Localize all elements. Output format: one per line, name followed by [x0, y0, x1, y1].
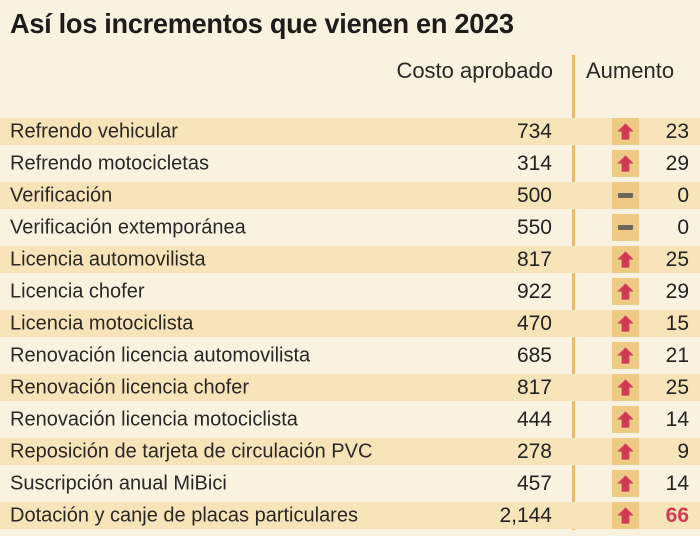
row-label: Licencia motociclista [10, 312, 194, 334]
trend-icon-box [612, 502, 639, 529]
row-label: Renovación licencia chofer [10, 376, 250, 398]
table-row: Dotación y canje de placas particulares … [0, 502, 700, 529]
table-row: Refrendo motocicletas 314 29 [0, 150, 700, 177]
up-arrow-icon [617, 475, 634, 492]
row-increase-value: 25 [665, 247, 689, 271]
row-increase-value: 21 [665, 343, 689, 367]
table-row: Licencia automovilista 817 25 [0, 246, 700, 273]
up-arrow-icon [617, 283, 634, 300]
up-arrow-icon [617, 347, 634, 364]
row-cost-value: 2,144 [499, 503, 552, 527]
row-increase-value: 29 [665, 151, 689, 175]
trend-icon-box [612, 118, 639, 145]
up-arrow-icon [617, 123, 634, 140]
table-row: Reposición de tarjeta de circulación PVC… [0, 438, 700, 465]
row-label: Refrendo vehicular [10, 120, 178, 142]
column-header-cost: Costo aprobado [396, 58, 553, 83]
column-header-increase: Aumento [586, 58, 675, 83]
table-row: Licencia chofer 922 29 [0, 278, 700, 305]
row-increase-value: 25 [665, 375, 689, 399]
row-cost-value: 470 [516, 311, 552, 335]
row-cost-value: 500 [516, 183, 552, 207]
trend-icon-box [612, 406, 639, 433]
up-arrow-icon [617, 411, 634, 428]
trend-icon-box [612, 182, 639, 209]
row-label: Verificación extemporánea [10, 216, 246, 238]
row-cost-value: 817 [516, 375, 552, 399]
row-increase-value: 66 [665, 503, 689, 527]
row-cost-value: 457 [516, 471, 552, 495]
table-header: Costo aprobado Aumento [0, 58, 700, 86]
row-cost-value: 444 [516, 407, 552, 431]
row-increase-value: 29 [665, 279, 689, 303]
table-row: Suscripción anual MiBici 457 14 [0, 470, 700, 497]
table-body: Refrendo vehicular 734 23 Refrendo motoc… [0, 118, 700, 529]
up-arrow-icon [617, 315, 634, 332]
row-cost-value: 685 [516, 343, 552, 367]
minus-icon [618, 193, 633, 198]
row-cost-value: 734 [516, 119, 552, 143]
row-label: Renovación licencia motociclista [10, 408, 298, 430]
row-increase-value: 23 [665, 119, 689, 143]
up-arrow-icon [617, 155, 634, 172]
row-increase-value: 14 [665, 407, 689, 431]
row-label: Licencia chofer [10, 280, 145, 302]
trend-icon-box [612, 342, 639, 369]
row-label: Licencia automovilista [10, 248, 206, 270]
row-cost-value: 550 [516, 215, 552, 239]
table-row: Licencia motociclista 470 15 [0, 310, 700, 337]
row-increase-value: 14 [665, 471, 689, 495]
column-divider-line [572, 55, 575, 530]
row-cost-value: 817 [516, 247, 552, 271]
trend-icon-box [612, 214, 639, 241]
row-cost-value: 922 [516, 279, 552, 303]
table-row: Renovación licencia chofer 817 25 [0, 374, 700, 401]
table-row: Renovación licencia automovilista 685 21 [0, 342, 700, 369]
row-cost-value: 278 [516, 439, 552, 463]
row-increase-value: 0 [677, 183, 689, 207]
row-label: Refrendo motocicletas [10, 152, 209, 174]
table-row: Verificación 500 0 [0, 182, 700, 209]
up-arrow-icon [617, 443, 634, 460]
row-cost-value: 314 [516, 151, 552, 175]
page-title: Así los incrementos que vienen en 2023 [10, 8, 514, 39]
up-arrow-icon [617, 507, 634, 524]
row-label: Suscripción anual MiBici [10, 472, 227, 494]
table-row: Refrendo vehicular 734 23 [0, 118, 700, 145]
row-label: Verificación [10, 184, 113, 206]
table-row: Verificación extemporánea 550 0 [0, 214, 700, 241]
trend-icon-box [612, 438, 639, 465]
up-arrow-icon [617, 379, 634, 396]
trend-icon-box [612, 150, 639, 177]
trend-icon-box [612, 470, 639, 497]
row-label: Renovación licencia automovilista [10, 344, 311, 366]
table-row: Renovación licencia motociclista 444 14 [0, 406, 700, 433]
row-label: Reposición de tarjeta de circulación PVC [10, 440, 373, 462]
up-arrow-icon [617, 251, 634, 268]
trend-icon-box [612, 374, 639, 401]
row-label: Dotación y canje de placas particulares [10, 504, 358, 526]
trend-icon-box [612, 246, 639, 273]
trend-icon-box [612, 310, 639, 337]
row-increase-value: 15 [665, 311, 689, 335]
minus-icon [618, 225, 633, 230]
row-increase-value: 0 [677, 215, 689, 239]
row-increase-value: 9 [677, 439, 689, 463]
trend-icon-box [612, 278, 639, 305]
